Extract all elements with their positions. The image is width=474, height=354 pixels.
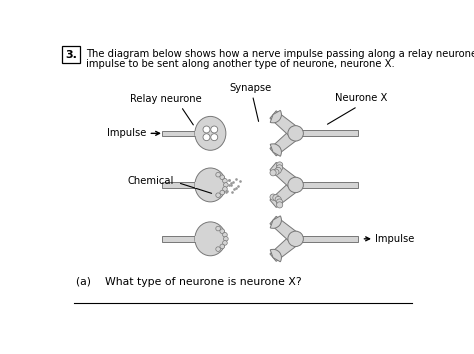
Polygon shape (270, 216, 300, 244)
Circle shape (288, 177, 303, 193)
Circle shape (216, 193, 220, 198)
Ellipse shape (195, 168, 226, 202)
Circle shape (220, 190, 225, 195)
Circle shape (211, 126, 218, 133)
Bar (296, 236, 357, 242)
Circle shape (270, 170, 276, 176)
Ellipse shape (195, 222, 226, 256)
Ellipse shape (195, 116, 226, 150)
Polygon shape (270, 129, 300, 156)
Circle shape (276, 165, 283, 171)
Text: Impulse: Impulse (375, 234, 415, 244)
Circle shape (270, 194, 276, 200)
Circle shape (275, 196, 281, 202)
Circle shape (288, 126, 303, 141)
Circle shape (288, 231, 303, 246)
Bar (195, 131, 200, 136)
Wedge shape (270, 110, 282, 123)
Text: Relay neurone: Relay neurone (130, 94, 202, 104)
Circle shape (203, 126, 210, 133)
Text: Impulse: Impulse (108, 129, 147, 138)
Bar (162, 131, 196, 136)
Wedge shape (270, 249, 282, 262)
Text: Synapse: Synapse (229, 82, 272, 121)
FancyBboxPatch shape (62, 46, 80, 63)
Polygon shape (270, 234, 300, 261)
Circle shape (203, 134, 210, 141)
Bar (162, 182, 196, 188)
Text: 3.: 3. (65, 50, 77, 60)
Text: (a)    What type of neurone is neurone ⁠X?: (a) What type of neurone is neurone ⁠X? (76, 276, 302, 286)
Polygon shape (270, 180, 300, 207)
Circle shape (224, 183, 228, 187)
Circle shape (216, 172, 220, 177)
Bar (195, 182, 200, 188)
Circle shape (216, 247, 220, 251)
Polygon shape (270, 111, 300, 138)
Circle shape (276, 202, 283, 208)
Wedge shape (270, 216, 282, 228)
Text: Neurone X: Neurone X (335, 92, 388, 103)
Circle shape (220, 229, 225, 234)
Circle shape (223, 233, 227, 237)
Circle shape (220, 175, 225, 179)
Circle shape (276, 199, 283, 205)
Circle shape (273, 169, 279, 175)
Circle shape (223, 187, 227, 191)
Bar (162, 236, 196, 241)
Circle shape (224, 236, 228, 241)
Wedge shape (270, 144, 282, 156)
Circle shape (276, 162, 283, 168)
Bar (195, 236, 200, 241)
Circle shape (216, 226, 220, 231)
Text: The diagram below shows how a nerve impulse passing along a relay neurone causes: The diagram below shows how a nerve impu… (86, 50, 474, 59)
Circle shape (273, 195, 279, 201)
Bar (296, 130, 357, 136)
Circle shape (223, 178, 227, 183)
Circle shape (211, 134, 218, 141)
Text: impulse to be sent along another type of neurone, neurone ⁠X.: impulse to be sent along another type of… (86, 59, 394, 69)
Polygon shape (270, 162, 300, 190)
Circle shape (220, 244, 225, 249)
Bar (296, 182, 357, 188)
Circle shape (223, 241, 227, 245)
Text: Chemical: Chemical (128, 176, 174, 187)
Circle shape (275, 167, 281, 173)
